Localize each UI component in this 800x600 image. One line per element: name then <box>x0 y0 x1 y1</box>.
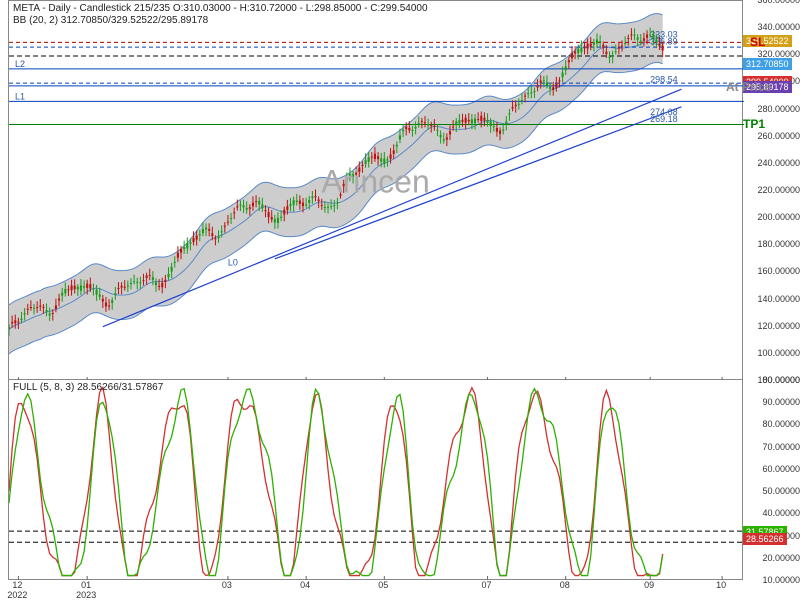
xtick: 05 <box>378 580 388 590</box>
ytick: 280.00000 <box>757 104 800 114</box>
ytick: 240.00000 <box>757 158 800 168</box>
chart-header-1: META - Daily - Candlestick 215/235 O:310… <box>13 3 428 14</box>
ytick: 100.00000 <box>757 375 800 385</box>
chart-header-2: BB (20, 2) 312.70850/329.52522/295.89178 <box>13 15 208 26</box>
ytick: 160.00000 <box>757 266 800 276</box>
ytick: 120.00000 <box>757 321 800 331</box>
xtick: 08 <box>560 580 570 590</box>
yaxis-main: 360.00000340.00000320.00000300.00000280.… <box>743 0 800 380</box>
price-label: 312.70850 <box>743 58 792 70</box>
sub-header: FULL (5, 8, 3) 28.56266/31.57867 <box>13 382 163 393</box>
svg-text:L1: L1 <box>15 91 25 101</box>
stochastic-chart[interactable]: FULL (5, 8, 3) 28.56266/31.57867 <box>8 380 743 580</box>
yaxis-sub: 100.0000090.0000080.0000070.0000060.0000… <box>743 380 800 580</box>
sub-chart-svg <box>9 380 744 580</box>
ytick: 70.00000 <box>762 442 800 452</box>
ytick: 20.00000 <box>762 553 800 563</box>
xtick: 04 <box>300 580 310 590</box>
ytick: 260.00000 <box>757 131 800 141</box>
xtick: 07 <box>482 580 492 590</box>
xtick: 122022 <box>7 580 27 600</box>
ytick: 220.00000 <box>757 185 800 195</box>
xtick: 10 <box>716 580 726 590</box>
svg-text:298.54: 298.54 <box>650 74 678 84</box>
ytick: 90.00000 <box>762 397 800 407</box>
xtick: 03 <box>222 580 232 590</box>
annotation: TP1 <box>743 117 765 131</box>
ytick: 40.00000 <box>762 508 800 518</box>
ytick: 340.00000 <box>757 22 800 32</box>
ytick: 60.00000 <box>762 464 800 474</box>
svg-text:L0: L0 <box>228 258 238 268</box>
svg-text:L2: L2 <box>15 59 25 69</box>
ytick: 10.00000 <box>762 575 800 585</box>
ytick: 200.00000 <box>757 212 800 222</box>
annotation: At Price <box>726 80 771 94</box>
annotation: SL <box>750 35 765 49</box>
main-price-chart[interactable]: L2L1L0333.03326.89298.54274.68269.18 Ari… <box>8 0 743 380</box>
xtick: 012023 <box>76 580 96 600</box>
xaxis: 122022 012023 03 04 05 07 08 09 10 <box>8 580 743 600</box>
ytick: 180.00000 <box>757 239 800 249</box>
ytick: 50.00000 <box>762 486 800 496</box>
ytick: 140.00000 <box>757 294 800 304</box>
svg-text:269.18: 269.18 <box>650 114 678 124</box>
price-label: 28.56266 <box>743 533 787 545</box>
ytick: 360.00000 <box>757 0 800 5</box>
ytick: 100.00000 <box>757 348 800 358</box>
xtick: 09 <box>644 580 654 590</box>
ytick: 80.00000 <box>762 419 800 429</box>
main-chart-svg: L2L1L0333.03326.89298.54274.68269.18 <box>9 1 744 381</box>
